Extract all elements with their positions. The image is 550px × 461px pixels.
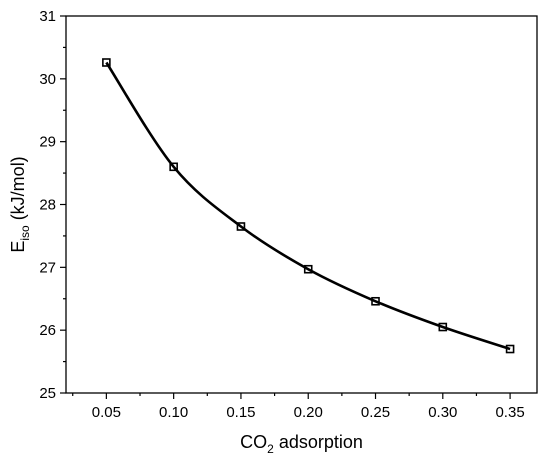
data-point <box>169 162 178 172</box>
x-tick-label: 0.15 <box>226 404 255 421</box>
data-point <box>505 344 515 354</box>
y-axis-label: Eiso (kJ/mol) <box>8 156 32 252</box>
data-point <box>303 264 313 274</box>
y-tick-label: 30 <box>39 71 56 88</box>
data-points <box>102 58 515 354</box>
y-tick-label: 29 <box>39 134 56 151</box>
plot-area: 0.05 0.10 0.15 0.20 0.25 0.30 0.35 25 26 27 28 29 3… <box>39 8 538 421</box>
y-tick-label: 27 <box>39 259 56 276</box>
fit-curve <box>105 61 511 351</box>
x-tick-label: 0.35 <box>495 404 524 421</box>
y-axis: 25 26 27 28 29 30 31 <box>39 8 66 402</box>
x-tick-label: 0.30 <box>428 404 457 421</box>
y-tick-label: 28 <box>39 197 56 214</box>
y-tick-label: 31 <box>39 8 56 25</box>
data-point <box>236 222 246 231</box>
data-point <box>438 322 448 332</box>
plot-frame <box>65 15 538 394</box>
data-point <box>371 296 380 306</box>
x-axis: 0.05 0.10 0.15 0.20 0.25 0.30 0.35 <box>72 393 525 421</box>
x-tick-label: 0.25 <box>361 404 390 421</box>
x-tick-label: 0.20 <box>294 404 323 421</box>
data-point <box>102 58 111 67</box>
x-tick-label: 0.05 <box>92 404 121 421</box>
y-tick-label: 25 <box>39 385 56 402</box>
x-axis-label: CO2 adsorption <box>240 432 363 456</box>
y-tick-label: 26 <box>39 322 56 339</box>
x-tick-label: 0.10 <box>159 404 188 421</box>
